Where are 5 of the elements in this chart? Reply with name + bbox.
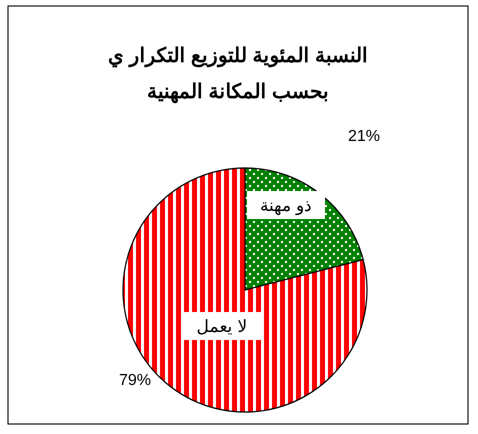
chart-title: النسبة المئوية للتوزيع التكرار ي بحسب المكانة المهنية xyxy=(108,45,368,104)
data-label: 21% xyxy=(348,128,380,145)
slice-label: ذو مهنة xyxy=(260,196,312,216)
data-label: 79% xyxy=(118,372,152,389)
slice-label: لا يعمل xyxy=(196,317,248,336)
